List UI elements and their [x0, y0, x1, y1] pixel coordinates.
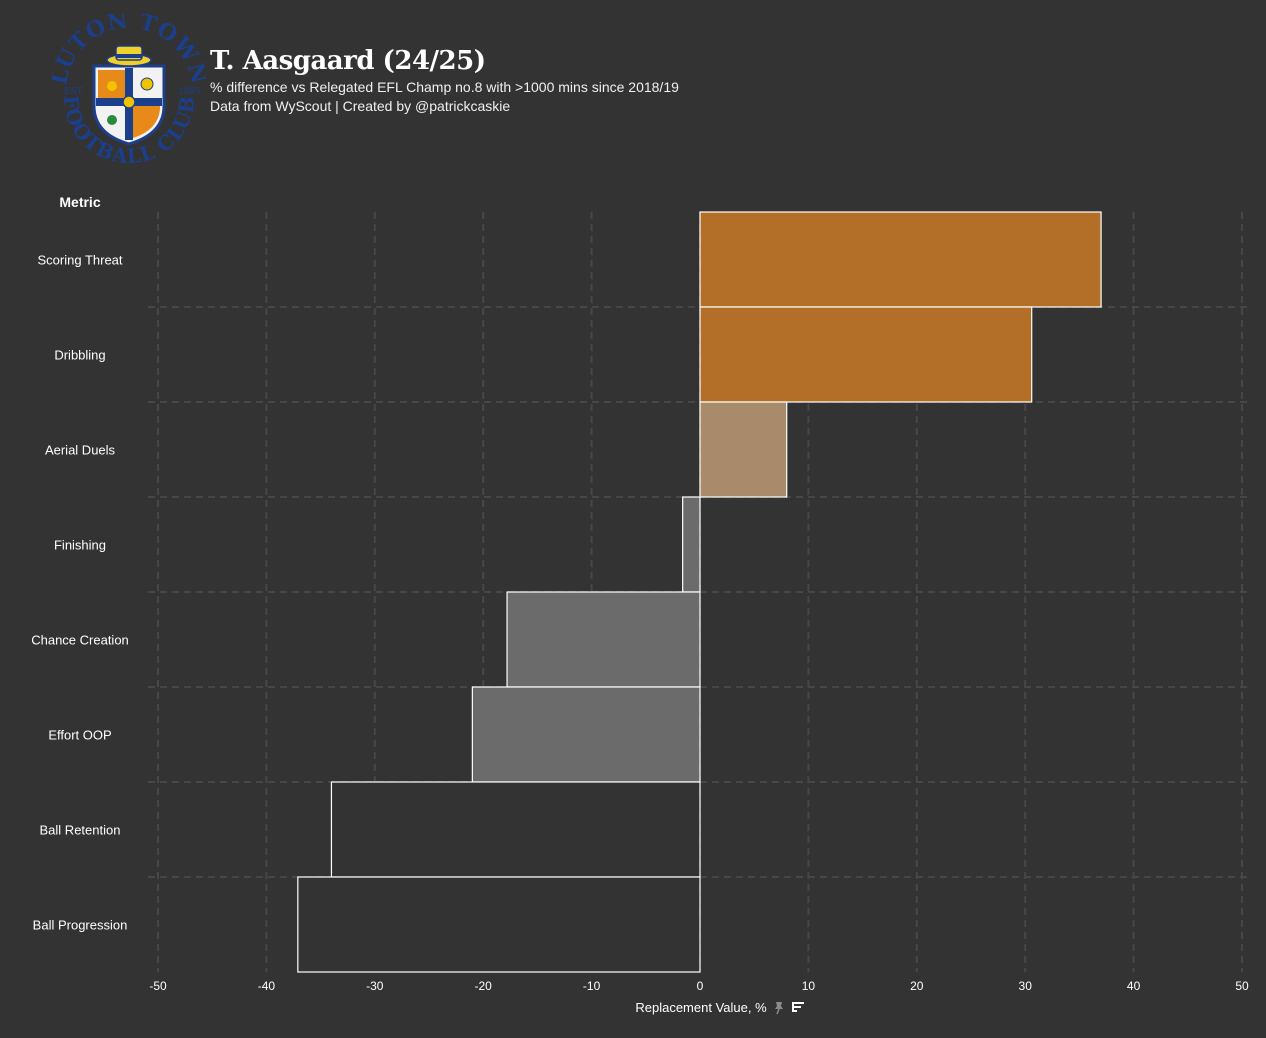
- category-label: Finishing: [54, 538, 106, 553]
- x-tick-label: 10: [802, 979, 816, 993]
- x-tick-label: 50: [1235, 979, 1249, 993]
- x-tick-label: -20: [475, 979, 493, 993]
- chart-header: T. Aasgaard (24/25) % difference vs Rele…: [210, 44, 679, 116]
- x-tick-label: 20: [910, 979, 924, 993]
- category-label: Effort OOP: [48, 728, 111, 743]
- bar-finishing: [682, 496, 701, 593]
- sort-lines-icon: [792, 1002, 804, 1012]
- x-tick-label: 40: [1127, 979, 1141, 993]
- x-tick-label: 30: [1019, 979, 1033, 993]
- label-layer: -50 -40 -30 -20 -10 0 10 20 30 40 50 Scoring Threat…: [31, 253, 1249, 994]
- category-label: Scoring Threat: [37, 253, 122, 268]
- chart-title: T. Aasgaard (24/25): [210, 46, 486, 76]
- x-tick-label: 0: [697, 979, 704, 993]
- x-tick-label: -10: [583, 979, 601, 993]
- chart-subtitle-line1: % difference vs Relegated EFL Champ no.8…: [210, 79, 679, 95]
- y-axis-title: Metric: [59, 194, 100, 210]
- club-crest-logo: LUTON TOWN FOOTBALL CLUB EST 1885: [52, 14, 206, 168]
- x-axis-title: Replacement Value, %: [635, 1000, 767, 1015]
- category-label: Chance Creation: [31, 633, 129, 648]
- bar-effort-oop: [471, 686, 701, 783]
- bar-ball-progression: [297, 876, 701, 973]
- x-tick-label: -40: [258, 979, 276, 993]
- bar-dribbling: [699, 306, 1033, 403]
- chart-subtitle-line2: Data from WyScout | Created by @patrickc…: [210, 98, 511, 114]
- category-label: Dribbling: [54, 348, 105, 363]
- bar-scoring-threat: [699, 211, 1102, 308]
- category-label: Aerial Duels: [45, 443, 116, 458]
- bar-chance-creation: [506, 591, 701, 688]
- category-label: Ball Retention: [40, 823, 121, 838]
- bar-ball-retention: [330, 781, 701, 878]
- x-tick-label: -50: [149, 979, 167, 993]
- crest-est-text: EST: [64, 87, 83, 97]
- x-tick-label: -30: [366, 979, 384, 993]
- pin-icon: [775, 1002, 783, 1015]
- bar-layer: [297, 211, 1102, 973]
- category-label: Ball Progression: [33, 918, 128, 933]
- crest-year-text: 1885: [178, 87, 201, 97]
- bar-aerial-duels: [699, 401, 788, 498]
